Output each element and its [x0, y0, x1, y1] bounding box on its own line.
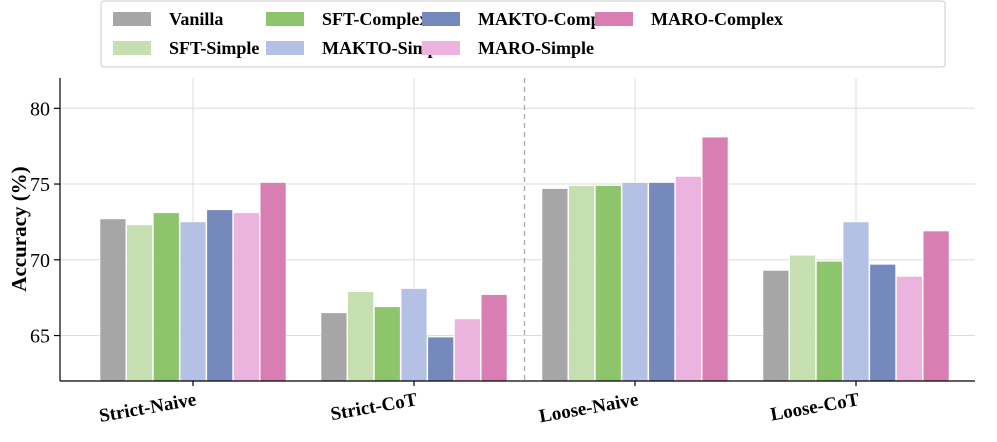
bars-layer [99, 136, 950, 382]
bar-vanilla-strict-naive [99, 218, 127, 382]
bar-maro-simple-strict-naive [233, 212, 260, 382]
legend-swatch-makto-complex [422, 12, 460, 26]
bar-sft-simple-loose-naive [568, 185, 595, 382]
legend-swatch-maro-complex [595, 12, 633, 26]
y-tick-label: 65 [30, 326, 50, 348]
y-tick-label: 70 [30, 250, 50, 272]
bar-maro-simple-loose-cot [896, 276, 923, 382]
legend-label-maro-simple: MARO-Simple [478, 38, 594, 58]
legend-label-sft-complex: SFT-Complex [322, 9, 428, 29]
bar-sft-complex-strict-naive [153, 212, 180, 382]
legend-label-vanilla: Vanilla [169, 9, 223, 29]
bar-sft-complex-strict-cot [374, 306, 401, 382]
bar-maro-complex-strict-naive [259, 182, 287, 382]
bar-maro-simple-loose-naive [675, 176, 702, 382]
bar-makto-simple-strict-naive [179, 221, 207, 382]
bar-sft-simple-strict-cot [347, 291, 374, 382]
bar-makto-simple-strict-cot [400, 288, 428, 382]
bar-sft-complex-loose-naive [595, 185, 622, 382]
category-label: Strict-Naive [98, 389, 198, 427]
bar-sft-complex-loose-cot [816, 261, 843, 382]
ticks-layer: 65 70 75 80 [30, 98, 60, 348]
category-label: Strict-CoT [329, 389, 419, 425]
legend-swatch-vanilla [113, 12, 151, 26]
legend-label-maro-complex: MARO-Complex [651, 9, 783, 29]
bar-makto-complex-strict-naive [206, 209, 233, 382]
bar-vanilla-loose-cot [762, 270, 790, 382]
bar-vanilla-loose-naive [541, 188, 569, 382]
bar-maro-simple-strict-cot [454, 318, 481, 382]
bar-maro-complex-loose-cot [922, 230, 950, 382]
legend-swatch-makto-simple [266, 41, 304, 55]
legend-swatch-maro-simple [422, 41, 460, 55]
category-label: Loose-Naive [537, 389, 639, 427]
category-labels: Strict-Naive Strict-CoT Loose-Naive Loose-C… [98, 381, 861, 427]
bar-makto-simple-loose-naive [621, 182, 649, 382]
legend-label-makto-complex: MAKTO-Complex [478, 9, 623, 29]
legend-swatch-sft-complex [266, 12, 304, 26]
legend-frame [100, 0, 946, 68]
bar-maro-complex-loose-naive [701, 136, 729, 382]
legend: Vanilla SFT-Simple SFT-Complex MAKTO-Simple… [100, 0, 946, 68]
category-label: Loose-CoT [769, 389, 861, 425]
y-tick-label: 75 [30, 174, 50, 196]
bar-makto-complex-loose-cot [869, 264, 896, 382]
bar-maro-complex-strict-cot [480, 294, 508, 382]
y-axis-title: Accuracy (%) [7, 166, 31, 291]
bar-sft-simple-loose-cot [789, 254, 816, 382]
bar-makto-simple-loose-cot [842, 221, 870, 382]
bar-makto-complex-loose-naive [648, 182, 675, 382]
legend-label-sft-simple: SFT-Simple [169, 38, 259, 58]
bar-makto-complex-strict-cot [427, 336, 454, 382]
legend-label-makto-simple: MAKTO-Simple [322, 38, 451, 58]
axes-layer [59, 78, 975, 382]
legend-swatch-sft-simple [113, 41, 151, 55]
y-tick-label: 80 [30, 98, 50, 120]
bar-sft-simple-strict-naive [126, 224, 153, 382]
bar-vanilla-strict-cot [320, 312, 348, 382]
